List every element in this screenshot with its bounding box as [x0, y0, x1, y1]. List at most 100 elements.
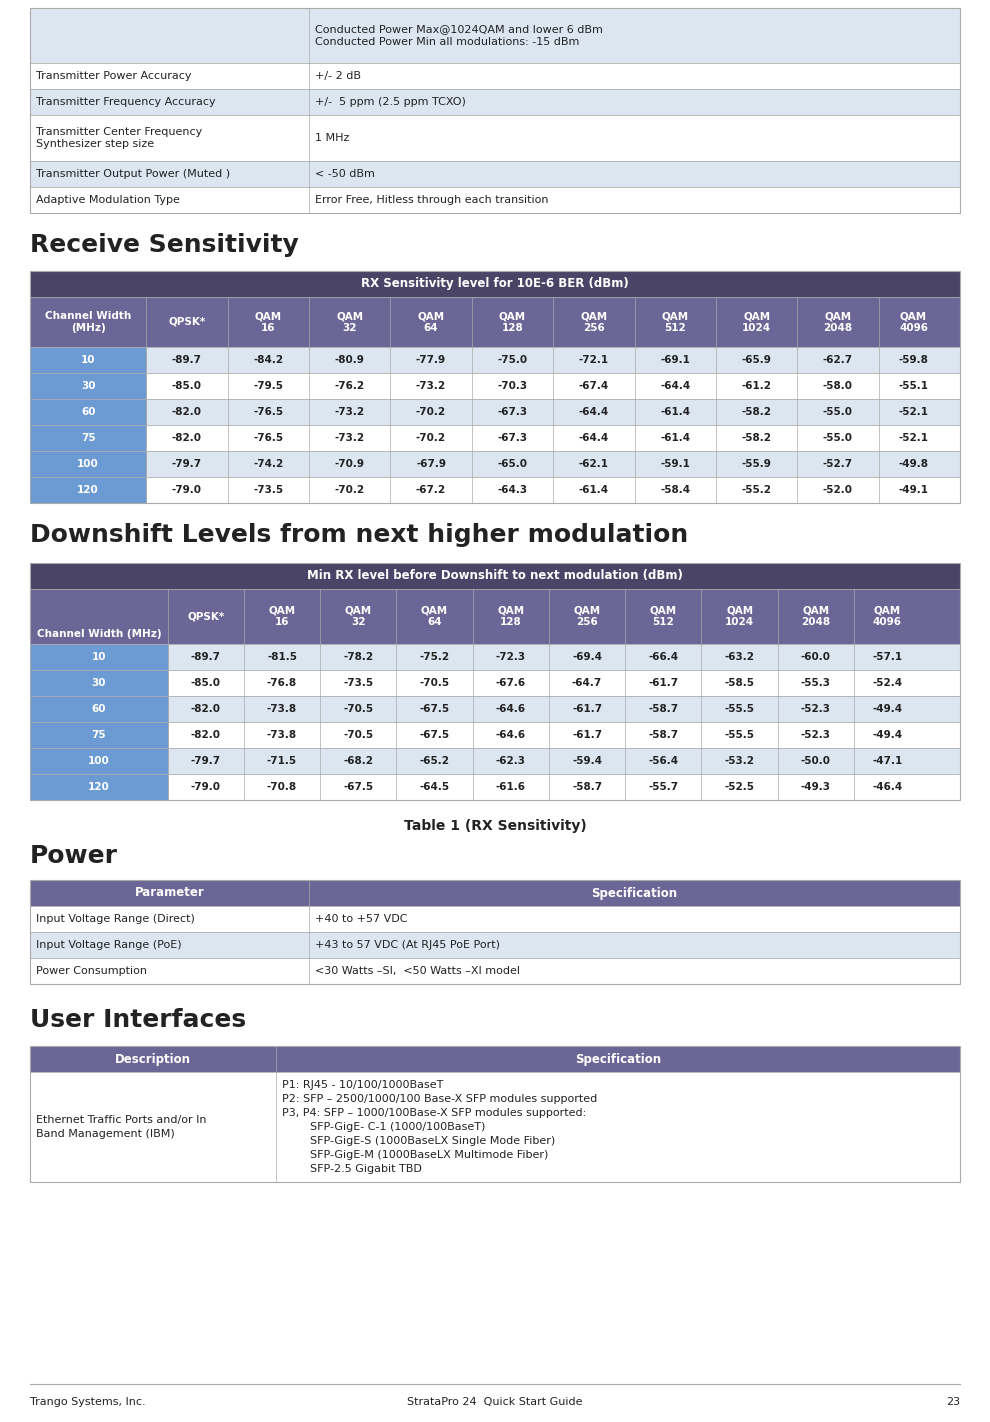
- Text: -49.8: -49.8: [899, 459, 929, 469]
- Text: -69.4: -69.4: [572, 653, 602, 663]
- Bar: [30, 476, 147, 503]
- Bar: [30, 1047, 960, 1182]
- Text: 23: 23: [945, 1396, 960, 1406]
- Text: QAM
4096: QAM 4096: [899, 311, 928, 333]
- Text: -70.9: -70.9: [335, 459, 364, 469]
- Text: 100: 100: [88, 757, 110, 766]
- Text: -76.5: -76.5: [253, 434, 283, 444]
- Text: -65.0: -65.0: [497, 459, 528, 469]
- Text: -73.2: -73.2: [416, 381, 446, 391]
- Text: StrataPro 24  Quick Start Guide: StrataPro 24 Quick Start Guide: [407, 1396, 583, 1406]
- Text: 120: 120: [77, 485, 99, 495]
- Bar: [30, 880, 960, 984]
- Text: -76.2: -76.2: [335, 381, 364, 391]
- Text: QPSK*: QPSK*: [187, 611, 225, 621]
- Text: -58.4: -58.4: [660, 485, 690, 495]
- Text: Table 1 (RX Sensitivity): Table 1 (RX Sensitivity): [404, 819, 586, 833]
- Text: -64.4: -64.4: [579, 407, 609, 417]
- Text: -57.1: -57.1: [872, 653, 903, 663]
- Text: -50.0: -50.0: [801, 757, 831, 766]
- Text: -80.9: -80.9: [335, 356, 364, 365]
- Bar: [30, 297, 960, 347]
- Text: -61.4: -61.4: [660, 434, 690, 444]
- Bar: [30, 748, 960, 774]
- Text: 60: 60: [91, 704, 106, 714]
- Text: -70.5: -70.5: [344, 729, 373, 739]
- Bar: [30, 63, 960, 90]
- Text: -73.2: -73.2: [335, 434, 364, 444]
- Text: -52.1: -52.1: [899, 407, 929, 417]
- Text: +/-  5 ppm (2.5 ppm TCXO): +/- 5 ppm (2.5 ppm TCXO): [315, 97, 466, 107]
- Bar: [30, 400, 960, 425]
- Text: -89.7: -89.7: [172, 356, 202, 365]
- Text: Adaptive Modulation Type: Adaptive Modulation Type: [36, 195, 180, 205]
- Text: Trango Systems, Inc.: Trango Systems, Inc.: [30, 1396, 146, 1406]
- Bar: [30, 695, 960, 722]
- Text: Error Free, Hitless through each transition: Error Free, Hitless through each transit…: [315, 195, 548, 205]
- Bar: [30, 958, 960, 984]
- Text: -62.1: -62.1: [579, 459, 609, 469]
- Text: -56.4: -56.4: [648, 757, 678, 766]
- Text: -52.1: -52.1: [899, 434, 929, 444]
- Text: -58.0: -58.0: [823, 381, 853, 391]
- Text: -59.8: -59.8: [899, 356, 929, 365]
- Text: QAM
2048: QAM 2048: [801, 606, 831, 627]
- Bar: [30, 589, 960, 644]
- Text: -76.5: -76.5: [253, 407, 283, 417]
- Text: QAM
64: QAM 64: [421, 606, 448, 627]
- Text: QAM
1024: QAM 1024: [742, 311, 771, 333]
- Text: QAM
1024: QAM 1024: [725, 606, 754, 627]
- Bar: [30, 774, 167, 801]
- Text: -82.0: -82.0: [172, 407, 202, 417]
- Text: QAM
512: QAM 512: [661, 311, 689, 333]
- Text: -58.7: -58.7: [572, 782, 602, 792]
- Text: QPSK*: QPSK*: [168, 317, 206, 327]
- Text: -52.3: -52.3: [801, 704, 831, 714]
- Text: -73.5: -73.5: [344, 678, 373, 688]
- Text: QAM
16: QAM 16: [254, 311, 282, 333]
- Text: -64.4: -64.4: [660, 381, 690, 391]
- Text: -71.5: -71.5: [267, 757, 297, 766]
- Bar: [30, 90, 960, 115]
- Text: -59.4: -59.4: [572, 757, 602, 766]
- Text: -58.2: -58.2: [742, 407, 771, 417]
- Text: -52.4: -52.4: [872, 678, 903, 688]
- Text: -47.1: -47.1: [872, 757, 903, 766]
- Text: 1 MHz: 1 MHz: [315, 134, 349, 144]
- Text: 100: 100: [77, 459, 99, 469]
- Text: -72.1: -72.1: [579, 356, 609, 365]
- Text: QAM
256: QAM 256: [573, 606, 601, 627]
- Bar: [30, 451, 960, 476]
- Text: <30 Watts –SI,  <50 Watts –XI model: <30 Watts –SI, <50 Watts –XI model: [315, 966, 520, 975]
- Text: Transmitter Output Power (Muted ): Transmitter Output Power (Muted ): [36, 169, 230, 179]
- Text: Channel Width
(MHz): Channel Width (MHz): [45, 311, 132, 333]
- Bar: [30, 9, 960, 63]
- Text: -60.0: -60.0: [801, 653, 831, 663]
- Text: -58.7: -58.7: [648, 704, 678, 714]
- Text: Channel Width (MHz): Channel Width (MHz): [37, 629, 161, 638]
- Text: -62.7: -62.7: [823, 356, 853, 365]
- Text: -49.4: -49.4: [872, 729, 903, 739]
- Text: 10: 10: [91, 653, 106, 663]
- Text: -81.5: -81.5: [267, 653, 297, 663]
- Text: -64.5: -64.5: [420, 782, 449, 792]
- Text: -82.0: -82.0: [191, 704, 221, 714]
- Text: -69.1: -69.1: [660, 356, 690, 365]
- Text: -67.6: -67.6: [496, 678, 526, 688]
- Text: -64.6: -64.6: [496, 729, 526, 739]
- Bar: [30, 644, 167, 670]
- Bar: [30, 1072, 960, 1182]
- Bar: [30, 188, 960, 213]
- Text: QAM
512: QAM 512: [649, 606, 677, 627]
- Text: -70.2: -70.2: [335, 485, 364, 495]
- Text: -61.6: -61.6: [496, 782, 526, 792]
- Text: -55.2: -55.2: [742, 485, 771, 495]
- Text: Downshift Levels from next higher modulation: Downshift Levels from next higher modula…: [30, 523, 688, 547]
- Text: -67.3: -67.3: [497, 407, 528, 417]
- Bar: [30, 880, 960, 906]
- Text: -67.5: -67.5: [420, 729, 449, 739]
- Bar: [30, 347, 147, 373]
- Text: -67.5: -67.5: [344, 782, 373, 792]
- Text: -49.3: -49.3: [801, 782, 831, 792]
- Text: -82.0: -82.0: [191, 729, 221, 739]
